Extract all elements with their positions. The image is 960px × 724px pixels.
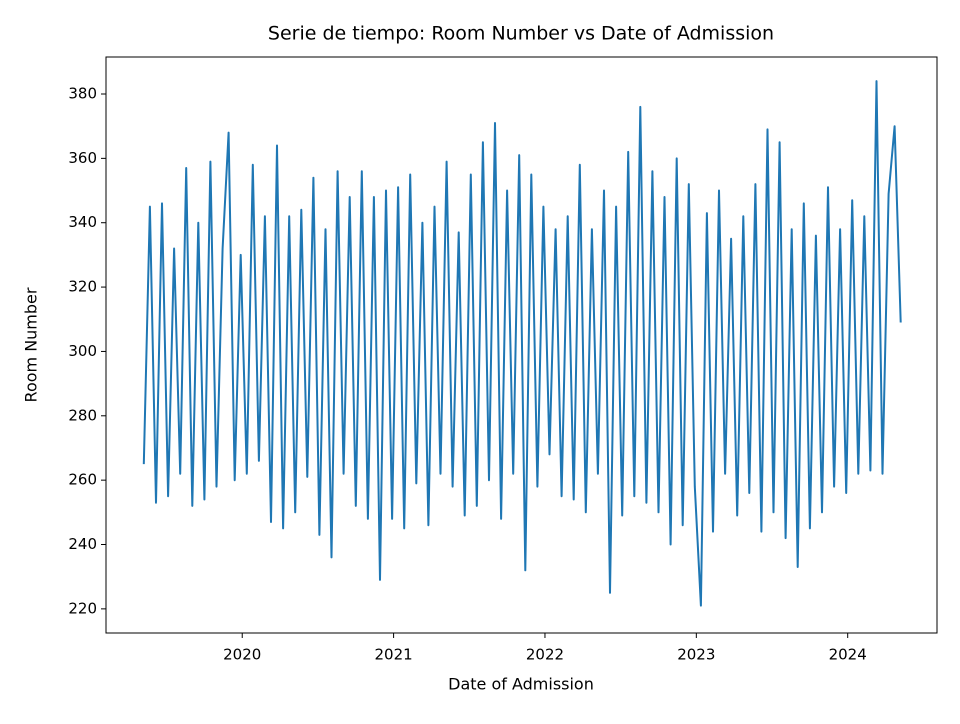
x-tick-label: 2021 [375, 646, 413, 664]
y-tick-label: 220 [68, 599, 97, 617]
y-axis-label: Room Number [22, 287, 41, 402]
y-tick-label: 300 [68, 342, 97, 360]
plot-frame [105, 56, 938, 634]
y-tick-label: 380 [68, 85, 97, 103]
y-tick-label: 340 [68, 213, 97, 231]
y-tick-label: 260 [68, 471, 97, 489]
chart-title: Serie de tiempo: Room Number vs Date of … [268, 23, 774, 45]
y-tick-label: 280 [68, 406, 97, 424]
y-tick-label: 360 [68, 149, 97, 167]
x-axis-label: Date of Admission [448, 675, 594, 694]
y-tick-label: 240 [68, 535, 97, 553]
x-tick-label: 2024 [829, 646, 867, 664]
x-tick-label: 2020 [223, 646, 261, 664]
data-line [142, 80, 902, 607]
x-tick-label: 2023 [677, 646, 715, 664]
y-tick-label: 320 [68, 278, 97, 296]
x-tick-label: 2022 [526, 646, 564, 664]
